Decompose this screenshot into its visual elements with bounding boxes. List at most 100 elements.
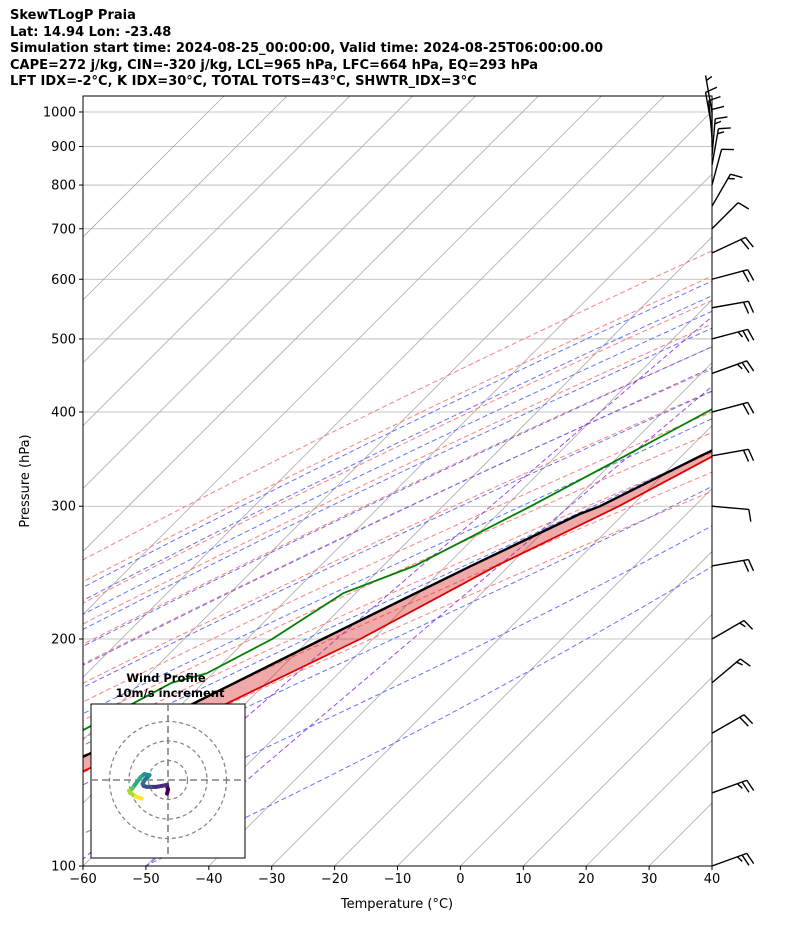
dry-adiabat [83,452,712,739]
barb-flag [747,449,755,461]
moist-adiabat [83,390,712,688]
y-tick-label: 700 [51,222,76,237]
isotherm-line [648,802,712,866]
barb-staff [711,236,746,254]
barb-flag [742,560,750,572]
barb-flag [742,449,750,462]
barb-staff [711,779,748,794]
wind-barb [711,619,754,640]
barb-flag [737,331,744,338]
isotherm-line [83,96,476,490]
wind-barb [711,779,755,794]
y-tick-label: 100 [51,860,76,875]
barb-staff [711,202,739,230]
wind-barb [711,714,754,734]
wind-barb [711,401,755,415]
barb-staff [711,619,745,640]
isotherm-line [145,299,712,866]
x-tick-label: −40 [195,872,222,887]
parcel-profile [83,449,712,759]
barb-staff [711,269,748,280]
moist-adiabat [83,485,712,786]
barb-flag [739,622,746,628]
hodograph-segment [136,795,144,801]
barb-flag [741,781,750,793]
barb-flag [744,236,754,248]
barb-flag [736,363,743,370]
barb-staff [711,300,749,309]
moist-adiabat [83,449,712,747]
barb-staff [711,128,720,166]
moist-adiabat [83,346,712,647]
x-tick-label: −30 [258,872,285,887]
wind-barb [711,300,755,314]
barb-flag [743,714,754,725]
wind-barb [711,852,755,867]
isotherm-line [271,425,712,866]
x-tick-label: −60 [69,872,96,887]
barb-flag [747,269,755,281]
x-tick-label: −20 [321,872,348,887]
dry-adiabat [83,250,712,561]
y-tick-label: 600 [51,273,76,288]
barb-flag [740,239,750,250]
x-tick-label: −10 [384,872,411,887]
isotherm-line [83,96,225,238]
dry-adiabat [83,346,712,645]
isotherm-line [460,613,712,866]
dry-adiabat [83,323,712,625]
barb-staff [711,173,732,207]
wind-barb [711,148,734,186]
isotherm-line [83,96,351,364]
barb-flag [708,95,721,102]
isotherm-line [711,865,712,866]
wind-barb [711,269,755,283]
barb-staff [711,558,749,567]
barb-flag [741,854,750,866]
moist-adiabat [83,366,712,666]
wind-barb [711,658,751,684]
x-tick-label: 0 [456,872,464,887]
barb-flag [741,362,750,374]
isotherm-line [83,110,712,741]
barb-flag [742,403,750,415]
barb-staff [711,118,716,156]
barb-staff [711,328,748,340]
location-line: Lat: 14.94 Lon: -23.48 [10,24,172,40]
time-line: Simulation start time: 2024-08-25_00:00:… [10,41,603,56]
barb-flag [748,509,752,522]
moist-adiabat [83,310,712,615]
barb-flag [715,116,728,120]
barb-flag [747,402,755,414]
barb-flag [736,661,743,666]
y-tick-label: 1000 [43,105,76,120]
barb-flag [711,105,725,111]
dry-adiabat [83,275,712,583]
hodograph [90,703,246,859]
barb-flag [737,202,750,210]
moist-adiabat [83,525,712,835]
hodograph-subtitle: 10m/s increment [116,686,225,700]
isotherm-line [83,96,665,678]
wind-barbs [704,75,755,867]
chart-header: SkewTLogP Praia Lat: 14.94 Lon: -23.48 S… [10,8,603,91]
wind-barb [711,448,755,462]
barb-flag [746,852,755,864]
barb-flag [718,127,731,130]
isotherm-line [523,676,712,866]
barb-flag [747,559,755,572]
barb-flag [742,270,750,283]
x-tick-label: 20 [578,872,595,887]
barb-staff [711,505,749,511]
barb-staff [711,714,745,734]
wind-barb [704,75,713,113]
barb-staff [711,360,748,375]
stability-indices-line: CAPE=272 j/kg, CIN=-320 j/kg, LCL=965 hP… [10,57,538,73]
y-axis-label: Pressure (hPa) [18,434,33,527]
barb-flag [747,329,755,341]
x-tick-label: 40 [704,872,721,887]
barb-flag [717,131,725,135]
barb-flag [746,779,755,791]
barb-flag [705,86,718,93]
